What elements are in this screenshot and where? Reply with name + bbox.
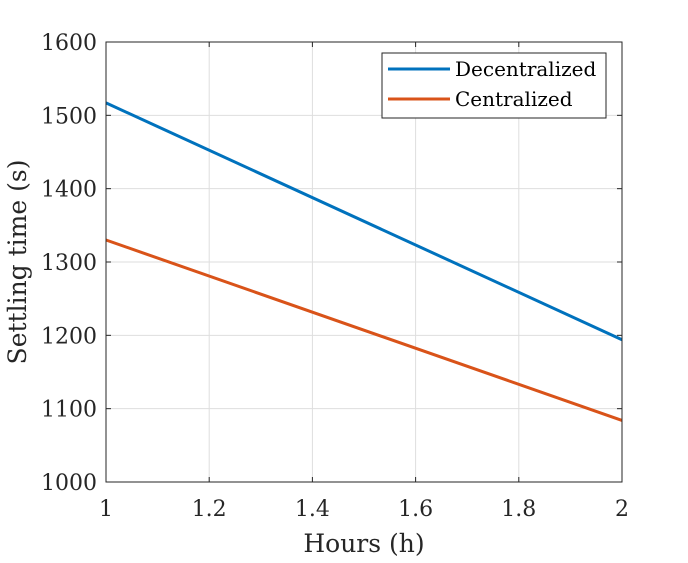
x-tick-label: 1.6	[398, 497, 433, 522]
x-axis-label: Hours (h)	[303, 529, 424, 558]
axis-ticks	[105, 41, 623, 483]
legend-entry-centralized: Centralized	[455, 87, 573, 111]
x-tick-labels: 1 1.2 1.4 1.6 1.8 2	[99, 497, 629, 522]
x-tick-label: 2	[615, 497, 629, 522]
y-tick-label: 1400	[41, 178, 97, 203]
x-tick-label: 1.4	[295, 497, 330, 522]
series-lines	[105, 101, 623, 422]
series-line-decentralized	[105, 101, 623, 342]
y-tick-label: 1500	[41, 104, 97, 129]
x-tick-label: 1.8	[501, 497, 536, 522]
y-tick-label: 1000	[41, 471, 97, 496]
series-line-centralized	[105, 238, 623, 422]
x-tick-label: 1.2	[192, 497, 227, 522]
y-tick-label: 1600	[41, 31, 97, 56]
y-tick-label: 1200	[41, 324, 97, 349]
y-tick-label: 1100	[41, 398, 97, 423]
y-tick-labels: 1000 1100 1200 1300 1400 1500 1600	[41, 31, 97, 496]
y-axis-label: Settling time (s)	[3, 160, 32, 365]
x-tick-label: 1	[99, 497, 113, 522]
legend: Decentralized Centralized	[381, 52, 607, 119]
legend-box	[381, 52, 607, 119]
legend-entry-decentralized: Decentralized	[455, 57, 596, 81]
y-tick-label: 1300	[41, 251, 97, 276]
